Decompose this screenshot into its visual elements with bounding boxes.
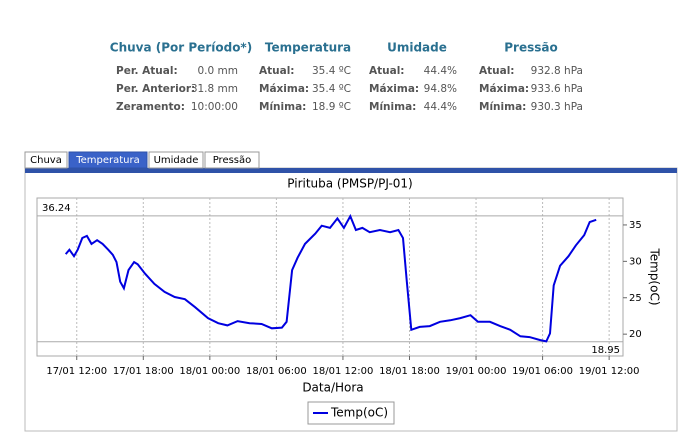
stat-label: Mínima: (369, 101, 416, 113)
stat-value: 35.4 ºC (312, 83, 351, 95)
x-tick-label: 19/01 12:00 (579, 366, 640, 377)
tab-label[interactable]: Temperatura (75, 155, 140, 166)
x-tick-label: 18/01 00:00 (179, 366, 240, 377)
stat-value: 44.4% (424, 65, 457, 77)
stat-value: 930.3 hPa (531, 101, 583, 113)
x-tick-label: 19/01 06:00 (512, 366, 573, 377)
stat-label: Máxima: (259, 83, 309, 95)
stat-label: Mínima: (479, 101, 526, 113)
y-tick-label: 25 (629, 293, 642, 304)
min-label: 18.95 (591, 345, 620, 356)
legend-box (307, 401, 395, 425)
stat-label: Atual: (369, 65, 405, 77)
stat-title: Pressão (504, 41, 557, 55)
stat-value: 932.8 hPa (531, 65, 583, 77)
y-tick-label: 30 (629, 256, 642, 267)
x-tick-label: 19/01 00:00 (446, 366, 507, 377)
tab[interactable] (148, 151, 204, 169)
stat-value: 94.8% (424, 83, 457, 95)
data-line (64, 213, 597, 343)
stat-value: 44.4% (424, 101, 457, 113)
stat-label: Máxima: (479, 83, 529, 95)
chart-title: Pirituba (PMSP/PJ-01) (287, 177, 412, 191)
tab[interactable] (68, 151, 148, 169)
tab-label[interactable]: Umidade (154, 155, 199, 166)
max-label: 36.24 (42, 203, 71, 214)
stat-value: 0.0 mm (198, 65, 239, 77)
stat-label: Atual: (259, 65, 295, 77)
stat-label: Zeramento: (116, 101, 185, 113)
stat-value: 933.6 hPa (531, 83, 583, 95)
stat-value: 18.9 ºC (312, 101, 351, 113)
x-axis-label: Data/Hora (302, 381, 363, 395)
stat-value: 10:00:00 (191, 101, 238, 113)
x-tick-label: 18/01 12:00 (313, 366, 374, 377)
stat-title: Chuva (Por Período*) (110, 41, 252, 55)
panel-bar (25, 168, 677, 173)
tab[interactable] (24, 151, 68, 169)
stat-value: 31.8 mm (191, 83, 238, 95)
x-tick-label: 18/01 18:00 (379, 366, 440, 377)
stat-title: Temperatura (265, 41, 351, 55)
stat-value: 35.4 ºC (312, 65, 351, 77)
y-tick-label: 35 (629, 220, 642, 231)
stat-label: Atual: (479, 65, 515, 77)
stat-label: Per. Anterior: (116, 83, 195, 95)
x-tick-label: 18/01 06:00 (246, 366, 307, 377)
legend-label: Temp(oC) (330, 406, 388, 420)
stat-label: Máxima: (369, 83, 419, 95)
stat-title: Umidade (387, 41, 447, 55)
stat-label: Per. Atual: (116, 65, 178, 77)
x-tick-label: 17/01 18:00 (113, 366, 174, 377)
tab-label[interactable]: Pressão (213, 155, 252, 166)
tab-label[interactable]: Chuva (30, 155, 62, 166)
y-axis-label: Temp(oC) (648, 247, 662, 305)
stat-label: Mínima: (259, 101, 306, 113)
x-tick-label: 17/01 12:00 (46, 366, 107, 377)
y-tick-label: 20 (629, 329, 642, 340)
plot-area (36, 197, 624, 357)
tab[interactable] (204, 151, 260, 169)
